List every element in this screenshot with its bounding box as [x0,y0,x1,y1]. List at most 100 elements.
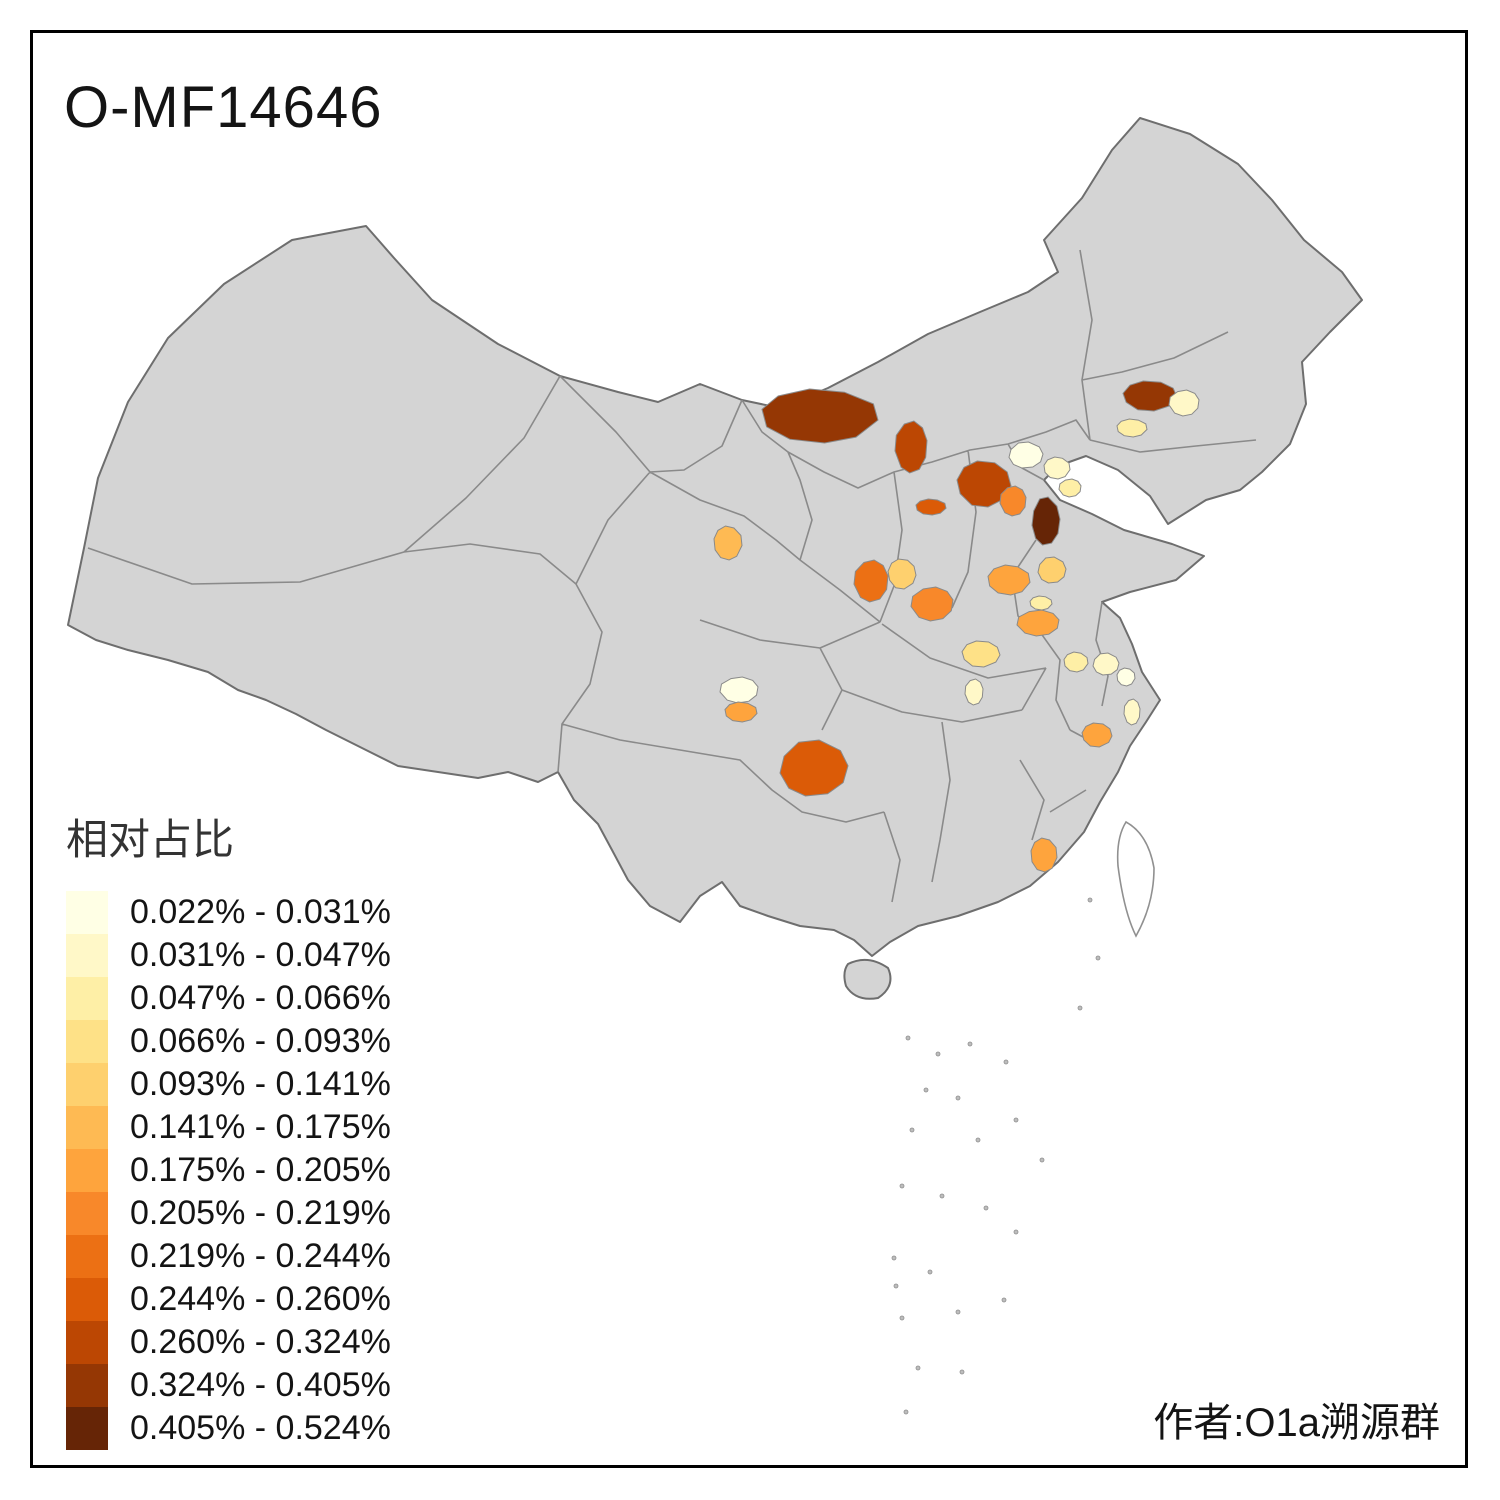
island-dot [1095,955,1101,961]
map-region [1116,667,1136,687]
legend-swatch [66,1321,108,1364]
legend-swatch [66,1364,108,1407]
map-region [999,485,1027,517]
map-region [887,558,917,590]
island-dot [939,1193,945,1199]
legend-label: 0.260% - 0.324% [130,1323,391,1361]
map-region [1116,418,1148,438]
map-region [779,739,849,797]
island-dot [1003,1059,1009,1065]
map-region [1008,441,1044,469]
map-region [956,460,1012,508]
legend-label: 0.405% - 0.524% [130,1409,391,1447]
map-region [713,525,743,561]
legend-label: 0.205% - 0.219% [130,1194,391,1232]
map-region [894,420,928,474]
map-region [1063,651,1089,673]
taiwan-island [1116,820,1155,938]
island-dot [1013,1117,1019,1123]
map-region [1037,556,1067,584]
legend-swatch [66,1192,108,1235]
map-region [961,640,1001,668]
map-region [724,701,758,723]
island-dot [955,1309,961,1315]
legend-label: 0.175% - 0.205% [130,1151,391,1189]
legend-entry: 0.260% - 0.324% [66,1321,391,1364]
legend-entry: 0.093% - 0.141% [66,1063,391,1106]
plot-title: O-MF14646 [64,75,383,140]
island-dot [1013,1229,1019,1235]
island-dot [905,1035,911,1041]
map-region [1031,496,1061,546]
map-region [964,678,984,706]
legend-entries: 0.022% - 0.031% 0.031% - 0.047% 0.047% - 0… [66,891,391,1450]
island-dot [903,1409,909,1415]
map-region [1081,722,1113,748]
legend-label: 0.093% - 0.141% [130,1065,391,1103]
legend-swatch [66,1020,108,1063]
legend-swatch [66,1235,108,1278]
legend-entry: 0.175% - 0.205% [66,1149,391,1192]
island-dot [1077,1005,1083,1011]
legend-label: 0.141% - 0.175% [130,1108,391,1146]
island-dot [959,1369,965,1375]
legend-entry: 0.047% - 0.066% [66,977,391,1020]
map-region [1123,698,1141,726]
legend-entry: 0.219% - 0.244% [66,1235,391,1278]
island-dot [923,1087,929,1093]
legend-entry: 0.141% - 0.175% [66,1106,391,1149]
legend-entry: 0.022% - 0.031% [66,891,391,934]
legend-label: 0.244% - 0.260% [130,1280,391,1318]
legend-label: 0.066% - 0.093% [130,1022,391,1060]
map-region [1030,837,1058,873]
island-dot [899,1315,905,1321]
legend-title: 相对占比 [66,816,235,863]
island-dot [935,1051,941,1057]
map-region [1092,652,1120,676]
legend-swatch [66,1149,108,1192]
map-region [987,564,1031,596]
legend-swatch [66,1063,108,1106]
map-region [1029,595,1053,611]
island-dot [893,1283,899,1289]
legend-entry: 0.244% - 0.260% [66,1278,391,1321]
legend-swatch [66,1278,108,1321]
legend-swatch [66,1407,108,1450]
map-region [719,676,759,704]
legend-label: 0.047% - 0.066% [130,979,391,1017]
legend-label: 0.219% - 0.244% [130,1237,391,1275]
legend-label: 0.022% - 0.031% [130,893,391,931]
island-dot [915,1365,921,1371]
island-dot [899,1183,905,1189]
island-dot [927,1269,933,1275]
map-region [853,559,889,603]
map-region [1122,380,1178,412]
map-region [1168,389,1200,417]
island-dot [967,1041,973,1047]
map-region [915,498,947,516]
map-region [761,388,879,444]
legend-entry: 0.205% - 0.219% [66,1192,391,1235]
author-credit: 作者:O1a溯源群 [1153,1401,1440,1445]
south-china-sea-islands [891,897,1101,1415]
island-dot [975,1137,981,1143]
legend-entry: 0.324% - 0.405% [66,1364,391,1407]
legend-entry: 0.405% - 0.524% [66,1407,391,1450]
island-dot [983,1205,989,1211]
map-region [1058,478,1082,498]
map-region [1016,609,1060,637]
island-dot [891,1255,897,1261]
legend-label: 0.324% - 0.405% [130,1366,391,1404]
island-dot [1087,897,1093,903]
map-region [910,586,954,622]
hainan-island [843,958,892,1000]
island-dot [1001,1297,1007,1303]
colored-regions [713,380,1200,873]
legend-swatch [66,891,108,934]
island-dot [955,1095,961,1101]
legend-entry: 0.031% - 0.047% [66,934,391,977]
legend-swatch [66,934,108,977]
legend-entry: 0.066% - 0.093% [66,1020,391,1063]
